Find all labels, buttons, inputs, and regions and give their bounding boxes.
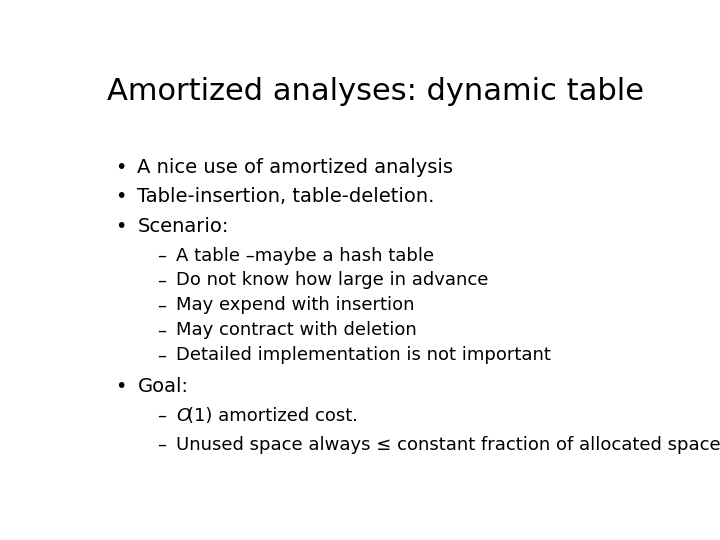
- Text: –: –: [157, 272, 166, 289]
- Text: –: –: [157, 296, 166, 314]
- Text: Detailed implementation is not important: Detailed implementation is not important: [176, 346, 552, 364]
- Text: Amortized analyses: dynamic table: Amortized analyses: dynamic table: [107, 77, 644, 106]
- Text: •: •: [115, 187, 127, 206]
- Text: (1) amortized cost.: (1) amortized cost.: [186, 407, 358, 424]
- Text: •: •: [115, 377, 127, 396]
- Text: –: –: [157, 346, 166, 364]
- Text: May contract with deletion: May contract with deletion: [176, 321, 418, 339]
- Text: –: –: [157, 321, 166, 339]
- Text: –: –: [157, 246, 166, 265]
- Text: May expend with insertion: May expend with insertion: [176, 296, 415, 314]
- Text: Goal:: Goal:: [138, 377, 189, 396]
- Text: Table-insertion, table-deletion.: Table-insertion, table-deletion.: [138, 187, 435, 206]
- Text: Unused space always ≤ constant fraction of allocated space.: Unused space always ≤ constant fraction …: [176, 436, 720, 454]
- Text: A nice use of amortized analysis: A nice use of amortized analysis: [138, 158, 454, 177]
- Text: –: –: [157, 436, 166, 454]
- Text: O: O: [176, 407, 191, 424]
- Text: –: –: [157, 407, 166, 424]
- Text: •: •: [115, 158, 127, 177]
- Text: Scenario:: Scenario:: [138, 217, 229, 235]
- Text: •: •: [115, 217, 127, 235]
- Text: Do not know how large in advance: Do not know how large in advance: [176, 272, 489, 289]
- Text: A table –maybe a hash table: A table –maybe a hash table: [176, 246, 435, 265]
